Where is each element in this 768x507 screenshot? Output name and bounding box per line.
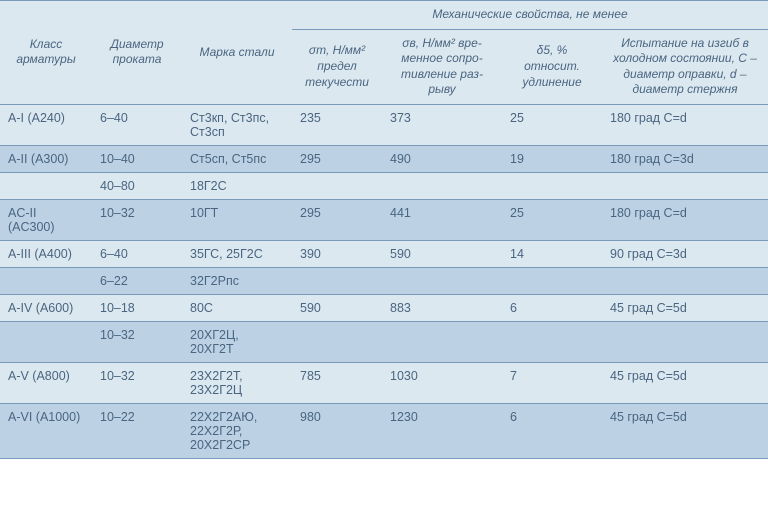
rebar-properties-table: Класс арматуры Диаметр про­ката Марка ст… — [0, 0, 768, 459]
cell-d5: 7 — [502, 362, 602, 403]
cell-diam: 40–80 — [92, 172, 182, 199]
cell-d5: 6 — [502, 294, 602, 321]
cell-bend: 90 град C=3d — [602, 240, 768, 267]
cell-st: 785 — [292, 362, 382, 403]
cell-class: AC-II (AC300) — [0, 199, 92, 240]
cell-bend: 45 град C=5d — [602, 294, 768, 321]
cell-bend: 180 град C=d — [602, 199, 768, 240]
cell-sv — [382, 321, 502, 362]
cell-steel: 35ГС, 25Г2С — [182, 240, 292, 267]
cell-d5: 25 — [502, 104, 602, 145]
cell-class: A-III (A400) — [0, 240, 92, 267]
cell-class — [0, 321, 92, 362]
table-body: A-I (A240)6–40Ст3кп, Ст3пс, Ст3сп2353732… — [0, 104, 768, 458]
cell-steel: 80С — [182, 294, 292, 321]
th-bend: Испытание на изгиб в холод­ном состоя­ни… — [602, 29, 768, 104]
cell-sv: 590 — [382, 240, 502, 267]
cell-sv — [382, 267, 502, 294]
cell-steel: 22Х2Г2АЮ, 22Х2Г2Р, 20Х2Г2СР — [182, 403, 292, 458]
table-row: AC-II (AC300)10–3210ГТ29544125180 град C… — [0, 199, 768, 240]
cell-bend: 45 град C=5d — [602, 403, 768, 458]
cell-st — [292, 321, 382, 362]
cell-diam: 10–32 — [92, 199, 182, 240]
th-diam: Диаметр про­ката — [92, 1, 182, 105]
cell-sv: 373 — [382, 104, 502, 145]
cell-sv — [382, 172, 502, 199]
cell-sv: 490 — [382, 145, 502, 172]
cell-diam: 10–32 — [92, 321, 182, 362]
table-row: A-IV (A600)10–1880С590883645 град C=5d — [0, 294, 768, 321]
cell-bend — [602, 267, 768, 294]
cell-d5: 19 — [502, 145, 602, 172]
cell-steel: 23Х2Г2Т, 23Х2Г2Ц — [182, 362, 292, 403]
cell-class: A-VI (A1000) — [0, 403, 92, 458]
cell-class: A-I (A240) — [0, 104, 92, 145]
cell-bend — [602, 321, 768, 362]
table-row: A-II (A300)10–40Ст5сп, Ст5пс29549019180 … — [0, 145, 768, 172]
cell-d5: 14 — [502, 240, 602, 267]
cell-class: A-II (A300) — [0, 145, 92, 172]
th-class: Класс арматуры — [0, 1, 92, 105]
cell-diam: 10–22 — [92, 403, 182, 458]
cell-sv: 1230 — [382, 403, 502, 458]
cell-st: 390 — [292, 240, 382, 267]
cell-class — [0, 267, 92, 294]
cell-st — [292, 172, 382, 199]
cell-sv: 1030 — [382, 362, 502, 403]
table-row: 40–8018Г2С — [0, 172, 768, 199]
cell-diam: 10–18 — [92, 294, 182, 321]
cell-d5: 6 — [502, 403, 602, 458]
cell-st — [292, 267, 382, 294]
th-steel: Марка стали — [182, 1, 292, 105]
cell-steel: 18Г2С — [182, 172, 292, 199]
cell-st: 295 — [292, 199, 382, 240]
cell-sv: 441 — [382, 199, 502, 240]
cell-d5: 25 — [502, 199, 602, 240]
cell-st: 590 — [292, 294, 382, 321]
th-sigma-v: σв, Н/мм² вре­менное сопро­тивление раз­… — [382, 29, 502, 104]
cell-bend: 45 град C=5d — [602, 362, 768, 403]
table-row: A-VI (A1000)10–2222Х2Г2АЮ, 22Х2Г2Р, 20Х2… — [0, 403, 768, 458]
cell-diam: 6–40 — [92, 104, 182, 145]
table-row: 6–2232Г2Рпс — [0, 267, 768, 294]
cell-steel: Ст3кп, Ст3пс, Ст3сп — [182, 104, 292, 145]
cell-d5 — [502, 321, 602, 362]
cell-bend: 180 град C=d — [602, 104, 768, 145]
cell-class: A-IV (A600) — [0, 294, 92, 321]
cell-class — [0, 172, 92, 199]
cell-diam: 6–22 — [92, 267, 182, 294]
cell-steel: 32Г2Рпс — [182, 267, 292, 294]
cell-diam: 6–40 — [92, 240, 182, 267]
cell-sv: 883 — [382, 294, 502, 321]
cell-steel: Ст5сп, Ст5пс — [182, 145, 292, 172]
cell-st: 295 — [292, 145, 382, 172]
table-row: A-III (A400)6–4035ГС, 25Г2С3905901490 гр… — [0, 240, 768, 267]
cell-bend — [602, 172, 768, 199]
th-mech-span: Механические свойства, не менее — [292, 1, 768, 30]
cell-d5 — [502, 172, 602, 199]
cell-st: 980 — [292, 403, 382, 458]
cell-diam: 10–40 — [92, 145, 182, 172]
table-row: A-I (A240)6–40Ст3кп, Ст3пс, Ст3сп2353732… — [0, 104, 768, 145]
cell-steel: 10ГТ — [182, 199, 292, 240]
table-row: 10–3220ХГ2Ц, 20ХГ2Т — [0, 321, 768, 362]
cell-class: A-V (A800) — [0, 362, 92, 403]
cell-d5 — [502, 267, 602, 294]
table-row: A-V (A800)10–3223Х2Г2Т, 23Х2Г2Ц785103074… — [0, 362, 768, 403]
cell-st: 235 — [292, 104, 382, 145]
th-sigma-t: σт, Н/мм² предел текучести — [292, 29, 382, 104]
cell-steel: 20ХГ2Ц, 20ХГ2Т — [182, 321, 292, 362]
cell-bend: 180 град C=3d — [602, 145, 768, 172]
cell-diam: 10–32 — [92, 362, 182, 403]
th-delta: δ5, % относит. удлинение — [502, 29, 602, 104]
